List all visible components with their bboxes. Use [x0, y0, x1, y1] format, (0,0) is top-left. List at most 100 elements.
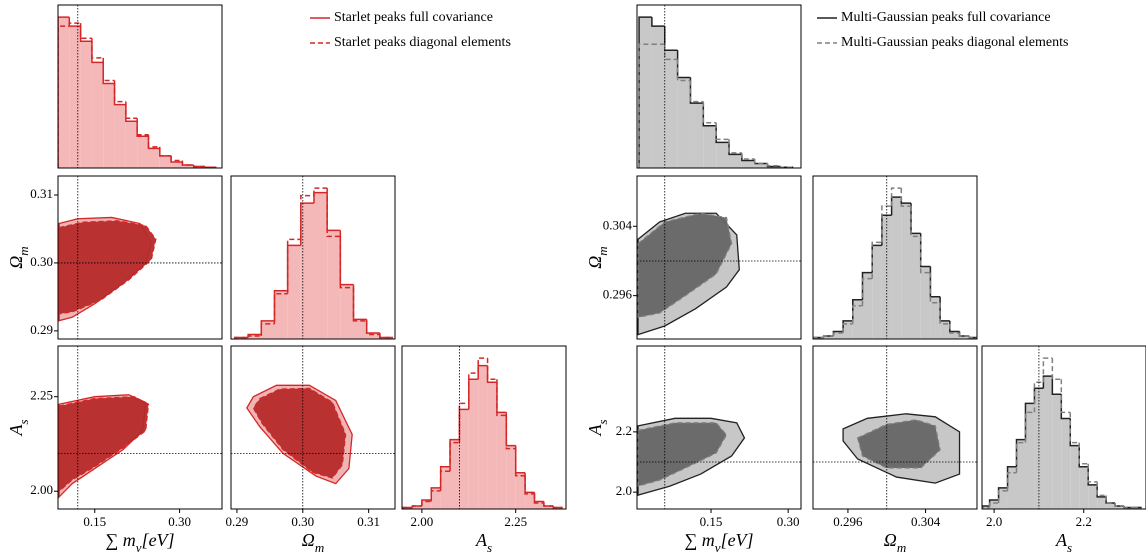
hist-step — [852, 305, 863, 324]
hist-step — [159, 148, 172, 157]
hist-step — [910, 203, 921, 235]
hist-fill — [234, 337, 249, 339]
axis-label: Ωm — [585, 246, 610, 268]
panel-frame — [812, 345, 978, 510]
hist-step — [939, 302, 950, 325]
hist-fill — [159, 155, 172, 168]
panel — [231, 346, 395, 509]
label-part: m — [315, 540, 324, 554]
label-part: s — [487, 540, 492, 554]
hist-step — [861, 271, 873, 300]
panel-frame — [636, 4, 802, 169]
hist-step — [861, 277, 873, 306]
axis-label: As — [6, 419, 31, 436]
legend-label: Multi-Gaussian peaks diagonal elements — [841, 35, 1068, 50]
axis-label: Ωm — [302, 530, 324, 554]
hist-fill — [959, 335, 970, 339]
hist-fill — [353, 319, 367, 339]
hist-step — [234, 336, 249, 339]
hist-fill — [182, 164, 194, 168]
hist-step — [192, 164, 206, 168]
hist-step — [1078, 442, 1089, 465]
hist-fill — [1115, 505, 1125, 509]
hist-fill — [767, 166, 781, 168]
label-part: A — [475, 530, 488, 550]
panel-frame — [230, 345, 396, 510]
hist-fill — [1133, 507, 1142, 509]
hist-fill — [1070, 445, 1080, 509]
hist-fill — [459, 409, 469, 509]
hist-step — [638, 43, 652, 168]
hist-fill — [412, 505, 422, 509]
hist-fill — [525, 492, 535, 509]
x-tick-label: 0.304 — [911, 514, 941, 529]
hist-fill — [703, 125, 717, 168]
hist-fill — [300, 203, 314, 339]
hist-fill — [327, 230, 341, 339]
x-tick-label: 0.30 — [168, 514, 191, 529]
y-tick-label: 0.31 — [30, 186, 53, 201]
hist-step — [68, 22, 81, 27]
hist-fill — [1061, 418, 1071, 509]
hist-fill — [833, 331, 844, 339]
hist-fill — [366, 332, 380, 339]
hist-fill — [881, 215, 892, 339]
hist-step — [1015, 441, 1026, 473]
hist-step — [982, 505, 990, 507]
hist-step — [715, 122, 730, 141]
hist-step — [949, 320, 960, 333]
hist-fill — [403, 507, 413, 509]
hist-fill — [754, 163, 768, 168]
hist-step — [273, 289, 288, 321]
hist-step — [968, 335, 977, 339]
hist-step — [919, 236, 931, 274]
hist-fill — [69, 26, 81, 168]
hist-step — [449, 438, 460, 467]
hist-fill — [506, 445, 516, 509]
hist-step — [1042, 357, 1053, 383]
hist-step — [247, 335, 262, 338]
label-part: Ω — [302, 530, 315, 550]
hist-step — [552, 505, 563, 509]
hist-fill — [137, 136, 149, 168]
hist-fill — [421, 499, 432, 509]
hist-step — [286, 238, 301, 294]
hist-step — [1069, 412, 1080, 444]
label-part: Ω — [6, 256, 26, 269]
hist-fill — [716, 142, 730, 168]
hist-fill — [901, 203, 912, 339]
hist-fill — [313, 192, 328, 339]
panel — [58, 5, 217, 168]
hist-fill — [496, 412, 507, 509]
legend-label: Multi-Gaussian peaks full covariance — [841, 10, 1051, 25]
hist-fill — [274, 290, 288, 339]
y-tick-label: 2.0 — [616, 483, 632, 498]
hist-step — [524, 475, 535, 495]
hist-step — [958, 332, 970, 337]
hist-step — [1015, 438, 1026, 467]
hist-fill — [1097, 496, 1107, 509]
hist-step — [300, 194, 314, 240]
hist-step — [1006, 472, 1017, 491]
hist-step — [102, 57, 115, 82]
y-tick-label: 2.25 — [30, 388, 53, 403]
hist-fill — [651, 26, 665, 168]
x-tick-label: 0.29 — [226, 514, 249, 529]
hist-fill — [920, 266, 931, 339]
axis-label: As — [585, 419, 610, 436]
hist-fill — [543, 505, 554, 509]
hist-step — [365, 319, 380, 334]
hist-step — [533, 493, 544, 504]
hist-step — [689, 77, 704, 104]
label-part: s — [595, 419, 610, 424]
hist-step — [900, 197, 912, 204]
hist-step — [411, 505, 422, 508]
hist-step — [842, 323, 853, 333]
hist-step — [181, 160, 194, 166]
hist-fill — [468, 379, 479, 509]
label-part: A — [6, 424, 26, 437]
hist-step — [486, 358, 497, 380]
hist-step — [1105, 496, 1116, 504]
x-tick-label: 0.15 — [700, 514, 723, 529]
